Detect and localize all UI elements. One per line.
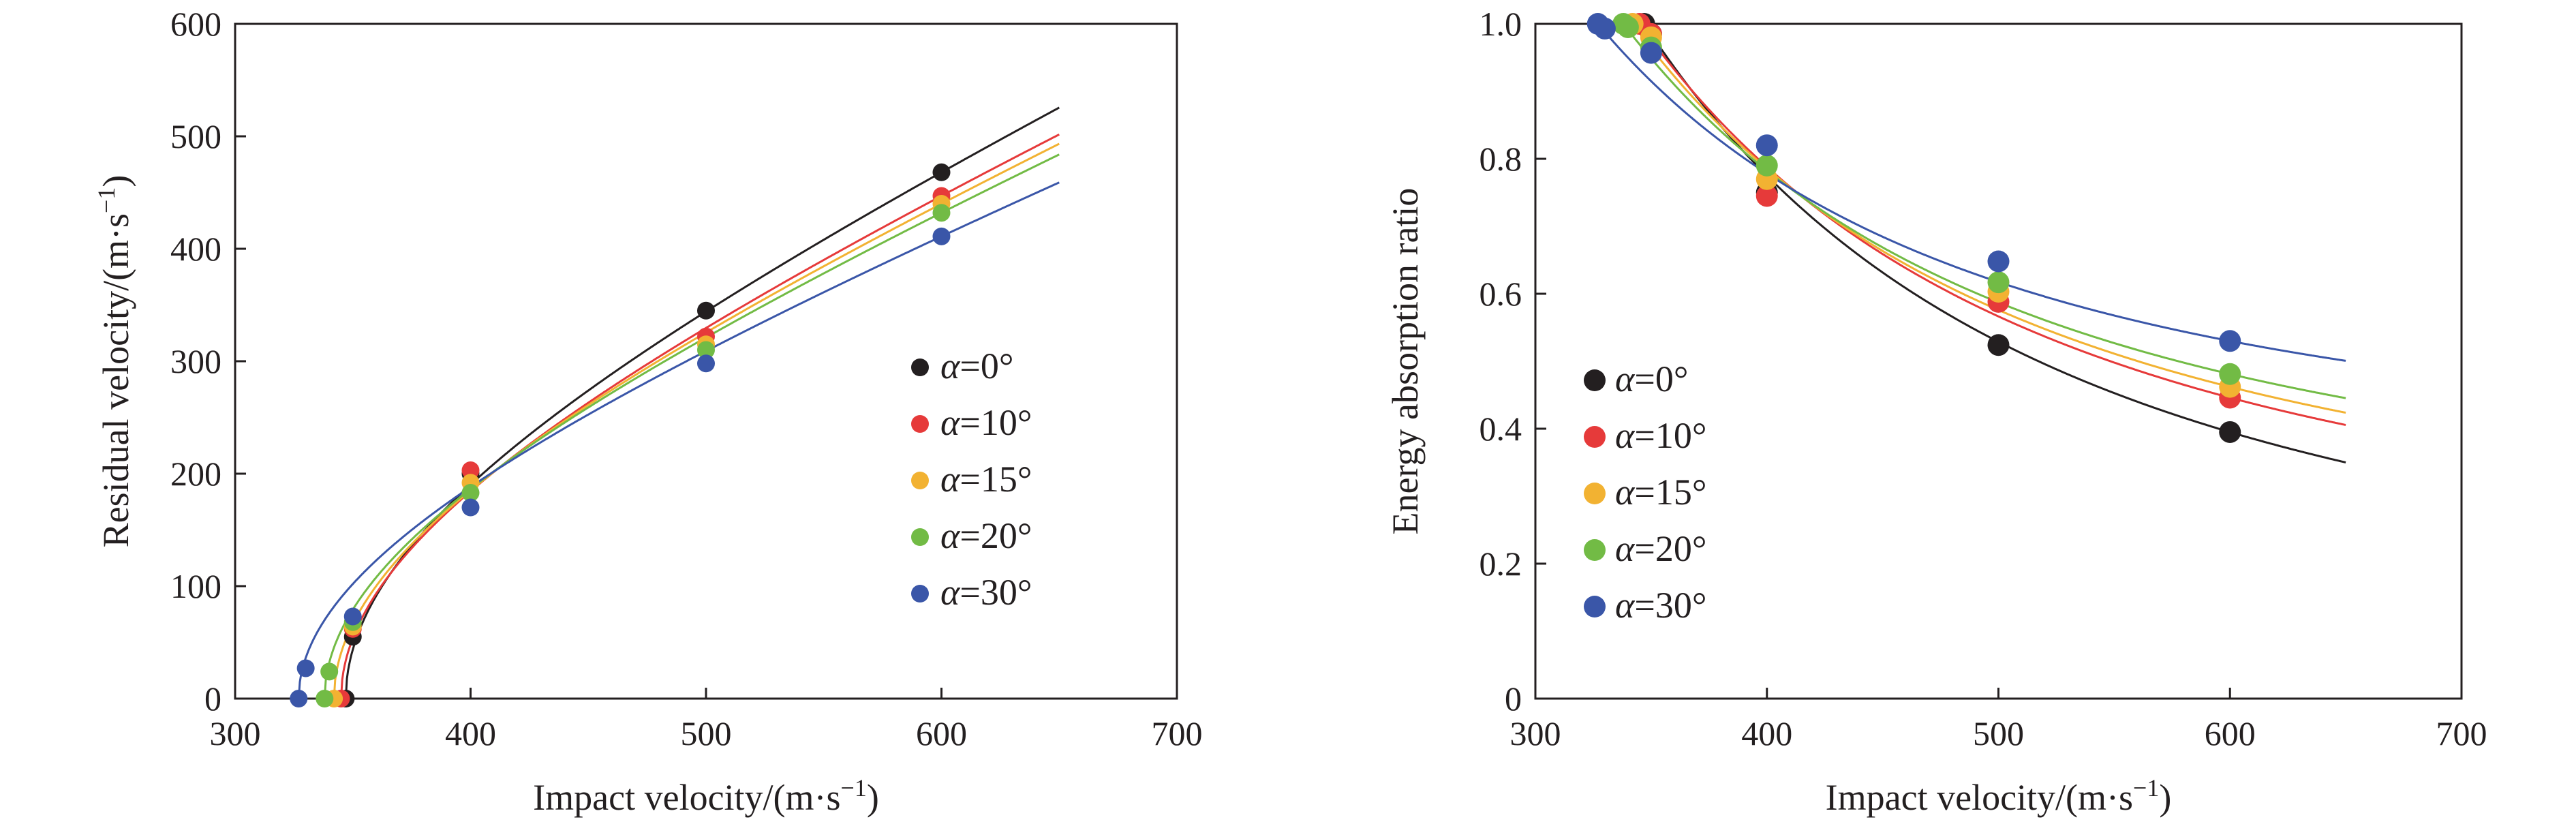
data-point-5 <box>1987 250 2010 273</box>
data-point-5 <box>1755 134 1778 157</box>
y-tick-label: 100 <box>170 567 221 605</box>
x-tick-label: 700 <box>1152 714 1203 752</box>
fit-curve-5 <box>297 181 1060 699</box>
legend-marker <box>911 415 929 433</box>
data-point-4 <box>1616 16 1639 38</box>
x-tick-label: 300 <box>1510 714 1561 752</box>
legend-label: α=30° <box>940 572 1032 613</box>
data-point-4 <box>320 662 339 681</box>
fit-curve-2 <box>1638 24 2346 426</box>
y-tick-label: 1.0 <box>1479 5 1522 43</box>
legend: α=0° α=10° α=15° α=20° α=30° <box>1584 358 1706 626</box>
data-point-2 <box>461 461 480 480</box>
chart-1: 300 400 500 600 700 0 100 200 300 400 500 600 Impact… <box>93 5 1203 818</box>
legend-marker <box>1584 426 1606 448</box>
legend-label: α=0° <box>1615 358 1688 399</box>
legend-marker <box>911 358 929 376</box>
x-tick-label: 500 <box>681 714 732 752</box>
data-point-4 <box>1755 154 1778 177</box>
data-point-5 <box>343 607 362 626</box>
legend-label: α=20° <box>1615 528 1706 569</box>
data-point-4 <box>932 204 951 222</box>
legend-label: α=20° <box>940 515 1032 556</box>
legend-marker <box>1584 539 1606 561</box>
y-tick-label: 300 <box>170 342 221 380</box>
data-point-5 <box>1640 42 1662 64</box>
legend-marker <box>911 528 929 546</box>
data-point-4 <box>697 341 715 359</box>
legend-label: α=0° <box>940 346 1013 386</box>
y-tick-label: 0.2 <box>1479 545 1522 583</box>
x-axis-title: Impact velocity/(m·s−1) <box>1826 774 2172 818</box>
data-point-1 <box>697 301 715 320</box>
legend-label: α=30° <box>1615 585 1706 626</box>
data-point-4 <box>461 484 480 502</box>
legend-marker <box>1584 369 1606 391</box>
y-tick-label: 600 <box>170 5 221 43</box>
fit-curve-3 <box>1631 24 2346 414</box>
legend-label: α=15° <box>940 459 1032 500</box>
data-point-5 <box>2219 330 2241 352</box>
data-point-5 <box>296 659 315 677</box>
data-point-1 <box>1987 334 2010 356</box>
x-tick-label: 400 <box>445 714 496 752</box>
x-tick-label: 500 <box>1973 714 2024 752</box>
x-tick-label: 600 <box>916 714 967 752</box>
y-tick-label: 0.8 <box>1479 140 1522 178</box>
y-tick-label: 200 <box>170 455 221 493</box>
legend-marker <box>1584 596 1606 617</box>
y-tick-label: 0.6 <box>1479 275 1522 313</box>
legend-label: α=15° <box>1615 472 1706 513</box>
data-point-5 <box>932 227 951 245</box>
data-point-5 <box>1593 17 1616 40</box>
y-tick-label: 500 <box>170 117 221 155</box>
data-point-2 <box>1755 185 1778 207</box>
legend-marker <box>911 585 929 602</box>
data-point-1 <box>2219 421 2241 443</box>
y-tick-label: 0.4 <box>1479 410 1522 448</box>
y-tick-label: 0 <box>1505 680 1522 718</box>
data-point-5 <box>697 354 715 373</box>
data-point-5 <box>290 690 308 707</box>
x-axis-title: Impact velocity/(m·s−1) <box>533 774 879 818</box>
y-tick-label: 400 <box>170 230 221 268</box>
legend-marker <box>911 472 929 489</box>
legend-label: α=10° <box>940 402 1032 443</box>
y-axis-title: Residual velocity/(m·s−1) <box>93 175 136 548</box>
x-tick-label: 700 <box>2436 714 2487 752</box>
data-point-4 <box>2219 363 2241 385</box>
data-point-5 <box>461 498 480 517</box>
data-point-1 <box>932 163 951 181</box>
chart-2: 300 400 500 600 700 0 0.2 0.4 0.6 0.8 1.0 Impact ve… <box>1385 5 2487 818</box>
y-tick-label: 0 <box>204 680 221 718</box>
data-point-4 <box>1987 271 2010 294</box>
legend-marker <box>1584 483 1606 504</box>
legend: α=0° α=10° α=15° α=20° α=30° <box>911 346 1032 613</box>
legend-label: α=10° <box>1615 415 1706 456</box>
y-axis-title: Energy absorption ratio <box>1385 188 1426 535</box>
x-tick-label: 300 <box>210 714 261 752</box>
x-tick-label: 400 <box>1741 714 1792 752</box>
x-tick-label: 600 <box>2205 714 2256 752</box>
data-point-4 <box>316 690 334 707</box>
fit-curve-5 <box>1597 24 2346 362</box>
